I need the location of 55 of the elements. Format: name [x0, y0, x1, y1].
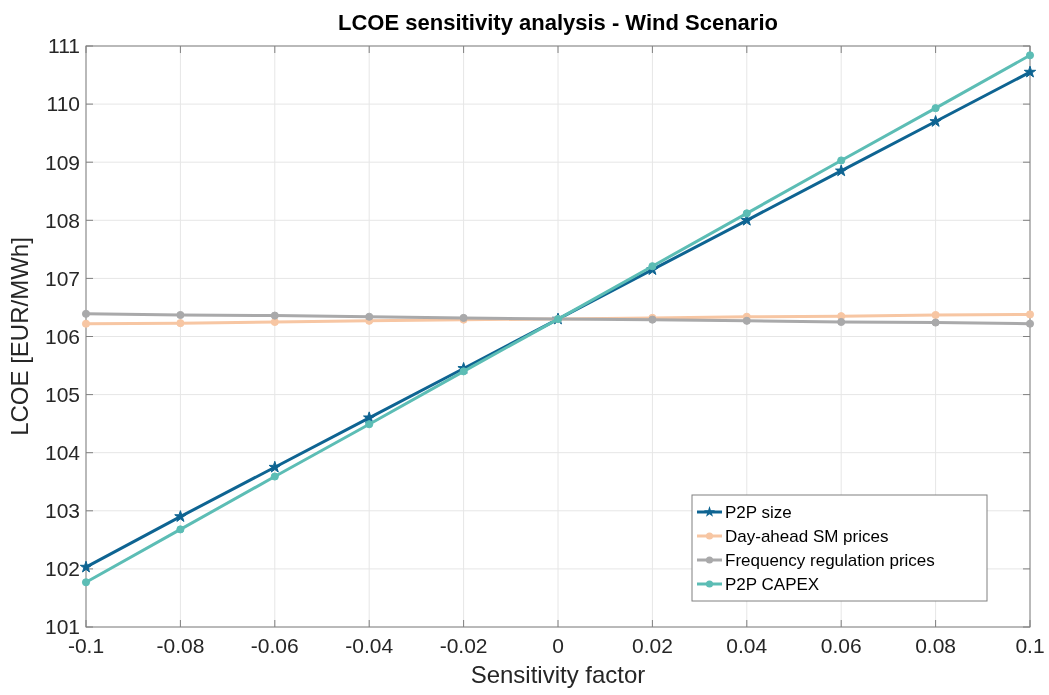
y-tick-label: 108	[44, 208, 80, 232]
point	[268, 460, 281, 473]
x-axis-title: Sensitivity factor	[470, 661, 646, 688]
point	[742, 209, 751, 218]
point	[176, 319, 185, 328]
x-tick-label: 0	[552, 634, 564, 657]
x-tick-label: 0.02	[631, 634, 673, 657]
point	[1025, 319, 1035, 328]
point	[365, 420, 374, 429]
legend-label: Frequency regulation prices	[725, 550, 935, 570]
y-tick-label: 110	[46, 92, 80, 116]
y-tick-label: 102	[44, 557, 80, 581]
point	[835, 164, 848, 177]
legend-label: Day-ahead SM prices	[725, 526, 889, 546]
point	[270, 311, 279, 320]
y-tick-label: 104	[44, 441, 81, 465]
y-tick-label: 105	[44, 382, 80, 406]
x-tick-label: -0.02	[439, 634, 488, 657]
y-tick-label: 103	[44, 499, 80, 523]
y-tick-label: 106	[44, 324, 80, 348]
point	[81, 319, 91, 328]
point	[79, 560, 93, 573]
x-tick-label: 0.06	[820, 634, 862, 657]
point	[176, 310, 185, 320]
point	[174, 510, 187, 522]
legend-label: P2P CAPEX	[725, 574, 820, 594]
x-tick-label: 0.08	[915, 634, 957, 657]
point	[742, 316, 751, 325]
point	[81, 309, 91, 318]
y-tick-label: 111	[48, 34, 80, 58]
point	[837, 156, 846, 165]
y-tick-label: 107	[44, 266, 80, 290]
point	[459, 367, 468, 376]
point	[81, 578, 91, 587]
x-tick-label: -0.04	[345, 634, 394, 657]
x-tick-label: 0.04	[726, 634, 768, 657]
point	[931, 310, 940, 320]
point	[1023, 65, 1037, 78]
legend-label: P2P size	[725, 502, 792, 522]
point	[1025, 310, 1035, 319]
chart-title: LCOE sensitivity analysis - Wind Scenario	[338, 10, 778, 35]
point	[648, 262, 657, 271]
point	[270, 472, 279, 481]
y-axis-title: LCOE [EUR/MWh]	[6, 237, 33, 436]
point	[929, 115, 942, 127]
x-tick-label: -0.06	[250, 634, 299, 657]
point	[176, 525, 185, 534]
point	[365, 312, 374, 321]
point	[1025, 51, 1035, 60]
point	[931, 318, 940, 327]
point	[837, 317, 846, 327]
point	[931, 104, 940, 113]
y-tick-label: 109	[44, 150, 80, 174]
x-tick-label: 0.1	[1015, 634, 1045, 657]
x-tick-label: -0.08	[156, 634, 205, 657]
